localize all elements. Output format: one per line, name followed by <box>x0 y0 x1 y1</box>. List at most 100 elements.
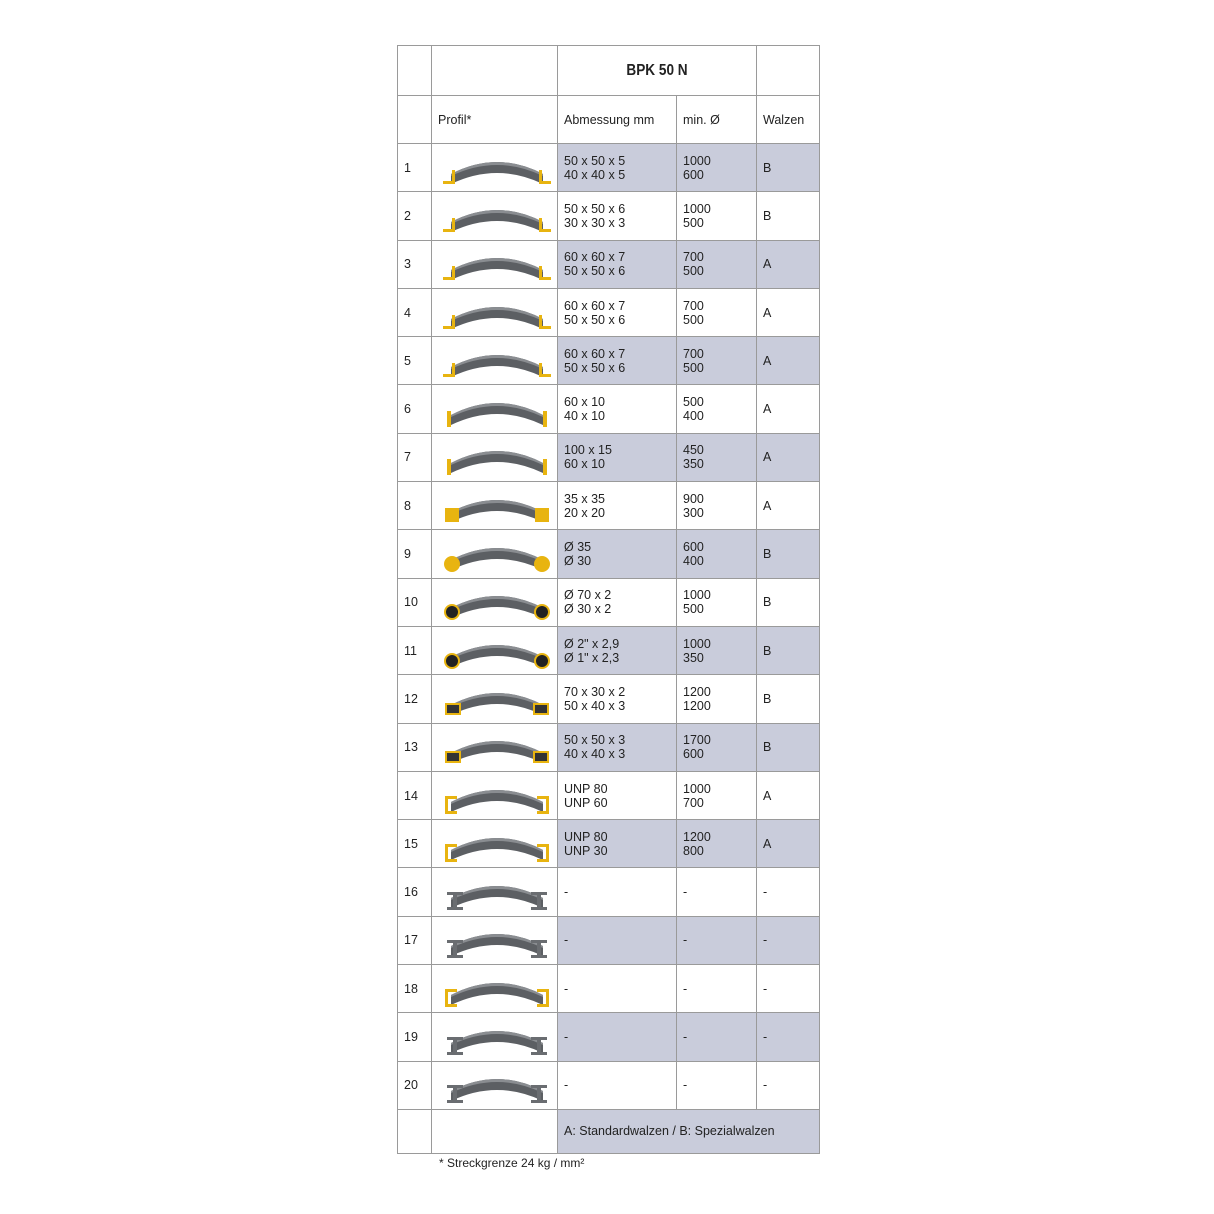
min-diameter-2: 500 <box>683 215 704 230</box>
dimension-cell: 60 x 10 40 x 10 <box>558 385 677 434</box>
square-bar-profile-icon <box>432 482 558 531</box>
min-diameter-2: 1200 <box>683 698 711 713</box>
dimension-1: 100 x 15 <box>564 443 612 458</box>
table-row: 16 - - - <box>398 868 820 917</box>
rollers-cell: - <box>757 868 820 917</box>
angle-profile-icon <box>432 288 558 338</box>
table-row: 20 - - - <box>398 1061 820 1110</box>
min-diameter-1: 1000 <box>683 201 711 216</box>
table-row: 14 UNP 80 UNP 60 1000 700 A <box>398 771 820 821</box>
table-row: 2 50 x 50 x 6 30 x 30 x 3 1000 500 B <box>398 192 820 241</box>
min-diameter-cell: 1000 500 <box>677 578 757 627</box>
min-diameter-1: 700 <box>683 298 704 313</box>
rollers-cell: A <box>757 385 820 434</box>
min-diameter-2: 350 <box>683 650 704 665</box>
min-diameter-cell: 600 400 <box>677 530 757 579</box>
table-row: 12 70 x 30 x 2 50 x 40 x 3 1200 1200 B <box>398 675 820 724</box>
rollers-cell: B <box>757 723 820 772</box>
min-diameter-1: 1000 <box>683 636 711 651</box>
min-diameter-1: 1000 <box>683 588 711 603</box>
tee-profile-icon <box>432 1013 558 1062</box>
rollers-cell: - <box>757 1061 820 1110</box>
table-row: 11 Ø 2" x 2,9 Ø 1" x 2,3 1000 350 B <box>398 626 820 676</box>
min-diameter-2: 700 <box>683 795 704 810</box>
min-diameter-2: 600 <box>683 747 704 762</box>
row-number: 7 <box>398 433 432 483</box>
dimension-cell: Ø 35 Ø 30 <box>558 530 677 579</box>
channel-profile-icon <box>432 820 558 869</box>
min-diameter-cell: 700 500 <box>677 337 757 386</box>
dimension-cell: 50 x 50 x 6 30 x 30 x 3 <box>558 192 677 241</box>
row-number: 19 <box>398 1013 432 1062</box>
row-number: 9 <box>398 530 432 579</box>
min-diameter-1: 700 <box>683 346 704 361</box>
min-diameter-cell: - <box>677 1013 757 1062</box>
rollers-cell: A <box>757 337 820 386</box>
rollers-cell: B <box>757 144 820 193</box>
rollers-cell: A <box>757 771 820 821</box>
min-diameter-1: 1200 <box>683 684 711 699</box>
title-cell: BPK 50 N <box>558 46 757 96</box>
rollers-cell: - <box>757 1013 820 1062</box>
dimension-1: - <box>564 885 569 900</box>
table-row: 13 50 x 50 x 3 40 x 40 x 3 1700 600 B <box>398 723 820 772</box>
dimension-1: 60 x 60 x 7 <box>564 250 626 265</box>
min-diameter-2: 350 <box>683 457 704 472</box>
dimension-2: 50 x 50 x 6 <box>564 360 626 375</box>
header-dimension: Abmessung mm <box>558 96 677 144</box>
table-row: 15 UNP 80 UNP 30 1200 800 A <box>398 820 820 869</box>
dimension-cell: 35 x 35 20 x 20 <box>558 482 677 531</box>
min-diameter-2: 300 <box>683 505 704 520</box>
rollers-cell: A <box>757 240 820 289</box>
min-diameter-cell: 1200 1200 <box>677 675 757 724</box>
dimension-1: 60 x 60 x 7 <box>564 298 626 313</box>
min-diameter-cell: 1700 600 <box>677 723 757 772</box>
dimension-cell: 50 x 50 x 5 40 x 40 x 5 <box>558 144 677 193</box>
dimension-1: Ø 35 <box>564 540 592 555</box>
rollers-cell: B <box>757 626 820 676</box>
dimension-1: 60 x 60 x 7 <box>564 346 626 361</box>
row-number: 6 <box>398 385 432 434</box>
table-row: 9 Ø 35 Ø 30 600 400 B <box>398 530 820 579</box>
rollers-cell: - <box>757 965 820 1014</box>
dimension-cell: Ø 2" x 2,9 Ø 1" x 2,3 <box>558 626 677 676</box>
row-number: 17 <box>398 916 432 966</box>
dimension-cell: 60 x 60 x 7 50 x 50 x 6 <box>558 288 677 338</box>
min-diameter-1: - <box>683 933 688 948</box>
min-diameter-cell: 450 350 <box>677 433 757 483</box>
header-rollers: Walzen <box>757 96 820 144</box>
rollers-cell: - <box>757 916 820 966</box>
round-tube-profile-icon <box>432 578 558 627</box>
round-bar-profile-icon <box>432 530 558 579</box>
rollers-cell: A <box>757 482 820 531</box>
min-diameter-2: 500 <box>683 312 704 327</box>
dimension-1: 50 x 50 x 3 <box>564 733 626 748</box>
min-diameter-cell: - <box>677 916 757 966</box>
min-diameter-cell: 1200 800 <box>677 820 757 869</box>
min-diameter-1: 1000 <box>683 153 711 168</box>
min-diameter-cell: - <box>677 868 757 917</box>
rollers-cell: B <box>757 192 820 241</box>
empty-cell <box>398 1109 432 1154</box>
angle-profile-icon <box>432 337 558 386</box>
dimension-1: - <box>564 1078 569 1093</box>
min-diameter-cell: - <box>677 1061 757 1110</box>
dimension-2: 50 x 50 x 6 <box>564 264 626 279</box>
table-body: 1 50 x 50 x 5 40 x 40 x 5 1000 600 B 2 50 … <box>398 144 820 1110</box>
angle-profile-icon <box>432 144 558 193</box>
min-diameter-1: 450 <box>683 443 704 458</box>
dimension-1: 35 x 35 <box>564 491 606 506</box>
dimension-1: 70 x 30 x 2 <box>564 684 626 699</box>
dimension-1: 50 x 50 x 5 <box>564 153 626 168</box>
table-row: 3 60 x 60 x 7 50 x 50 x 6 700 500 A <box>398 240 820 289</box>
min-diameter-1: 500 <box>683 395 704 410</box>
row-number: 16 <box>398 868 432 917</box>
dimension-cell: - <box>558 1061 677 1110</box>
dimension-2: 60 x 10 <box>564 457 606 472</box>
legend-cell: A: Standardwalzen / B: Spezialwalzen <box>558 1109 820 1154</box>
dimension-1: UNP 80 <box>564 829 608 844</box>
empty-cell <box>398 46 432 96</box>
min-diameter-cell: 700 500 <box>677 240 757 289</box>
row-number: 13 <box>398 723 432 772</box>
